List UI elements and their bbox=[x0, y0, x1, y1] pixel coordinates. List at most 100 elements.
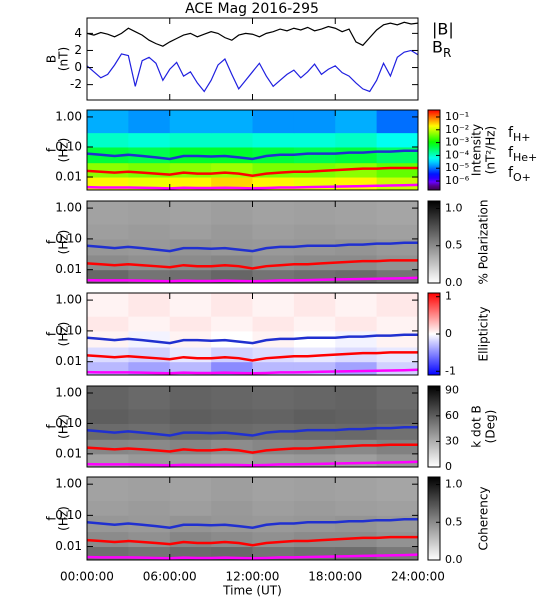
heatmap-cell bbox=[376, 423, 418, 440]
heatmap-cell bbox=[335, 269, 378, 283]
colorbar-tick-label: -1 bbox=[445, 364, 456, 377]
y-tick-label: 0.10 bbox=[55, 416, 82, 430]
heatmap-cell bbox=[376, 408, 418, 424]
heatmap-cell bbox=[335, 408, 378, 424]
heatmap-cell bbox=[169, 110, 212, 134]
colorbar-tick-label: 0 bbox=[445, 460, 452, 473]
y-axis-label: (Hz) bbox=[57, 138, 71, 163]
heatmap-cell bbox=[293, 515, 336, 533]
y-axis-label: B bbox=[45, 55, 59, 63]
series-line bbox=[87, 21, 418, 47]
heatmap-cell bbox=[335, 515, 378, 533]
heatmap-cell bbox=[252, 477, 295, 501]
heatmap-cell bbox=[169, 500, 212, 516]
heatmap-cell bbox=[335, 132, 378, 148]
heatmap-cell bbox=[376, 531, 418, 548]
heatmap-cell bbox=[211, 386, 253, 410]
heatmap-cell bbox=[169, 439, 212, 455]
heatmap-cell bbox=[87, 110, 129, 134]
gyro-line bbox=[87, 259, 418, 270]
heatmap-cell bbox=[169, 347, 212, 363]
colorbar-label: Coherency bbox=[477, 486, 491, 550]
heatmap-cell bbox=[376, 293, 418, 317]
plot-area bbox=[87, 110, 418, 190]
colorbar-tick-label: 10⁻² bbox=[445, 123, 469, 136]
y-tick-label: 4 bbox=[74, 26, 82, 40]
x-tick-label: 12:00:00 bbox=[226, 570, 280, 584]
heatmap-cell bbox=[211, 316, 253, 332]
heatmap-cell bbox=[376, 361, 418, 375]
heatmap-cell bbox=[211, 201, 253, 225]
gyro-line bbox=[87, 333, 418, 345]
heatmap-cell bbox=[87, 347, 129, 363]
heatmap-cell bbox=[376, 347, 418, 363]
x-tick-label: 18:00:00 bbox=[308, 570, 362, 584]
heatmap-cell bbox=[376, 515, 418, 533]
x-tick-label: 00:00:00 bbox=[60, 570, 114, 584]
heatmap-cell bbox=[376, 453, 418, 467]
heatmap-cell bbox=[335, 201, 378, 225]
heatmap-cell bbox=[169, 201, 212, 225]
heatmap-cell bbox=[128, 515, 171, 533]
heatmap-cell bbox=[211, 293, 253, 317]
heatmap-cell bbox=[252, 110, 295, 134]
plot-area bbox=[87, 293, 418, 375]
plot-area bbox=[87, 201, 418, 283]
heatmap-cell bbox=[335, 546, 378, 560]
colorbar-tick-label: 0.0 bbox=[445, 553, 463, 566]
heatmap-cell bbox=[376, 269, 418, 283]
heatmap-cell bbox=[128, 146, 171, 164]
y-axis-label: (Hz) bbox=[57, 414, 71, 439]
heatmap-cell bbox=[128, 500, 171, 516]
heatmap-cell bbox=[128, 408, 171, 424]
heatmap-cell bbox=[376, 146, 418, 164]
heatmap-cell bbox=[376, 546, 418, 560]
heatmap-cell bbox=[128, 238, 171, 256]
heatmap-cell bbox=[293, 408, 336, 424]
heatmap-cell bbox=[169, 386, 212, 410]
plot-area bbox=[87, 386, 418, 467]
colorbar-tick-label: 0.5 bbox=[445, 515, 463, 528]
y-tick-label: 0.01 bbox=[55, 262, 82, 276]
y-tick-label: 0.10 bbox=[55, 139, 82, 153]
y-tick-label: 0.10 bbox=[55, 323, 82, 337]
heatmap-cell bbox=[128, 201, 171, 225]
y-tick-label: 0.01 bbox=[55, 446, 82, 460]
y-tick-label: 0 bbox=[74, 60, 82, 74]
heatmap-cell bbox=[252, 132, 295, 148]
colorbar-tick-label: 0 bbox=[445, 327, 452, 340]
heatmap-cell bbox=[252, 201, 295, 225]
heatmap-cell bbox=[87, 316, 129, 332]
heatmap-cell bbox=[376, 201, 418, 225]
y-axis-label: f bbox=[45, 239, 59, 244]
heatmap-cell bbox=[335, 453, 378, 467]
heatmap-cell bbox=[293, 477, 336, 501]
heatmap-cell bbox=[376, 386, 418, 410]
plot-frame bbox=[86, 17, 419, 101]
gyro-line bbox=[87, 241, 418, 253]
heatmap-cell bbox=[211, 408, 253, 424]
y-axis-label: f bbox=[45, 424, 59, 429]
heatmap-cell bbox=[87, 531, 129, 548]
plot-area bbox=[87, 477, 418, 560]
heatmap-cell bbox=[87, 162, 129, 178]
heatmap-cell bbox=[128, 386, 171, 410]
colorbar bbox=[427, 200, 441, 284]
heatmap-cell bbox=[335, 500, 378, 516]
heatmap-cell bbox=[376, 110, 418, 134]
colorbar bbox=[427, 385, 441, 468]
heatmap-cell bbox=[87, 224, 129, 240]
y-axis-label: (nT) bbox=[57, 47, 71, 71]
colorbar-tick-label: 10⁻³ bbox=[445, 136, 469, 149]
heatmap-cell bbox=[335, 361, 378, 375]
heatmap-cell bbox=[376, 330, 418, 348]
colorbar-tick-label: 90 bbox=[445, 383, 459, 396]
gyro-line bbox=[87, 149, 418, 161]
heatmap-cell bbox=[293, 386, 336, 410]
colorbar-label: % Polarization bbox=[477, 200, 491, 285]
legend-subscript: He+ bbox=[513, 151, 537, 164]
heatmap-cell bbox=[87, 386, 129, 410]
x-tick-label: 06:00:00 bbox=[143, 570, 197, 584]
heatmap-cell bbox=[335, 330, 378, 348]
heatmap-cell bbox=[293, 224, 336, 240]
